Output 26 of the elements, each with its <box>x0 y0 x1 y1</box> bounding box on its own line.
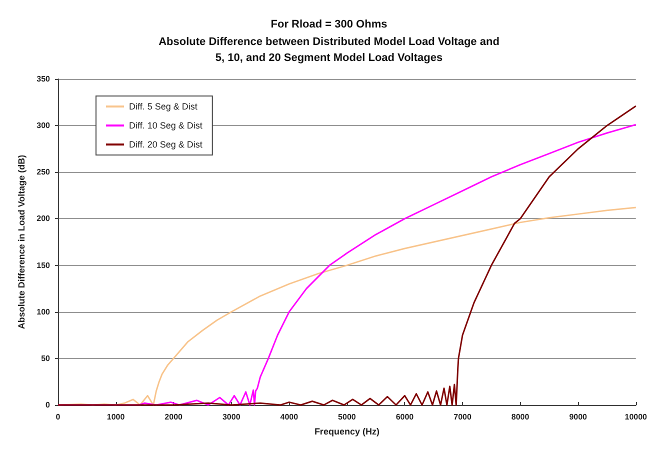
x-axis-title: Frequency (Hz) <box>314 426 380 436</box>
y-tick-label: 0 <box>46 400 51 410</box>
chart-subtitle: Absolute Difference between Distributed Model Load Voltage and 5, 10, and 20 Segment Model Load Voltages <box>158 36 500 64</box>
x-tick-label: 0 <box>56 412 61 422</box>
x-tick-label: 8000 <box>511 412 530 422</box>
x-tick-label: 4000 <box>280 412 299 422</box>
x-tick-label: 7000 <box>454 412 472 422</box>
y-tick-label: 250 <box>36 168 51 177</box>
legend-label: Diff. 20 Seg & Dist <box>129 140 203 150</box>
y-tick-label: 300 <box>36 121 51 130</box>
y-tick-label: 150 <box>36 260 51 270</box>
y-axis-title: Absolute Difference in Load Voltage (dB) <box>16 154 26 330</box>
y-tick-label: 350 <box>36 74 51 84</box>
legend-label: Diff. 10 Seg & Dist <box>129 120 203 130</box>
x-tick-label: 6000 <box>396 412 414 422</box>
y-tick-label: 50 <box>41 354 51 363</box>
y-tick-label: 100 <box>36 307 51 316</box>
chart-title: For Rload = 300 Ohms <box>270 18 388 30</box>
x-tick-label: 9000 <box>569 412 588 422</box>
x-tick-label: 5000 <box>338 412 356 422</box>
x-tick-label: 3000 <box>222 412 241 422</box>
legend-label: Diff. 5 Seg & Dist <box>129 102 198 112</box>
x-tick-label: 1000 <box>106 412 126 422</box>
x-tick-label: 2000 <box>164 412 184 422</box>
x-tick-label: 10000 <box>624 412 648 422</box>
y-tick-label: 200 <box>36 214 51 224</box>
